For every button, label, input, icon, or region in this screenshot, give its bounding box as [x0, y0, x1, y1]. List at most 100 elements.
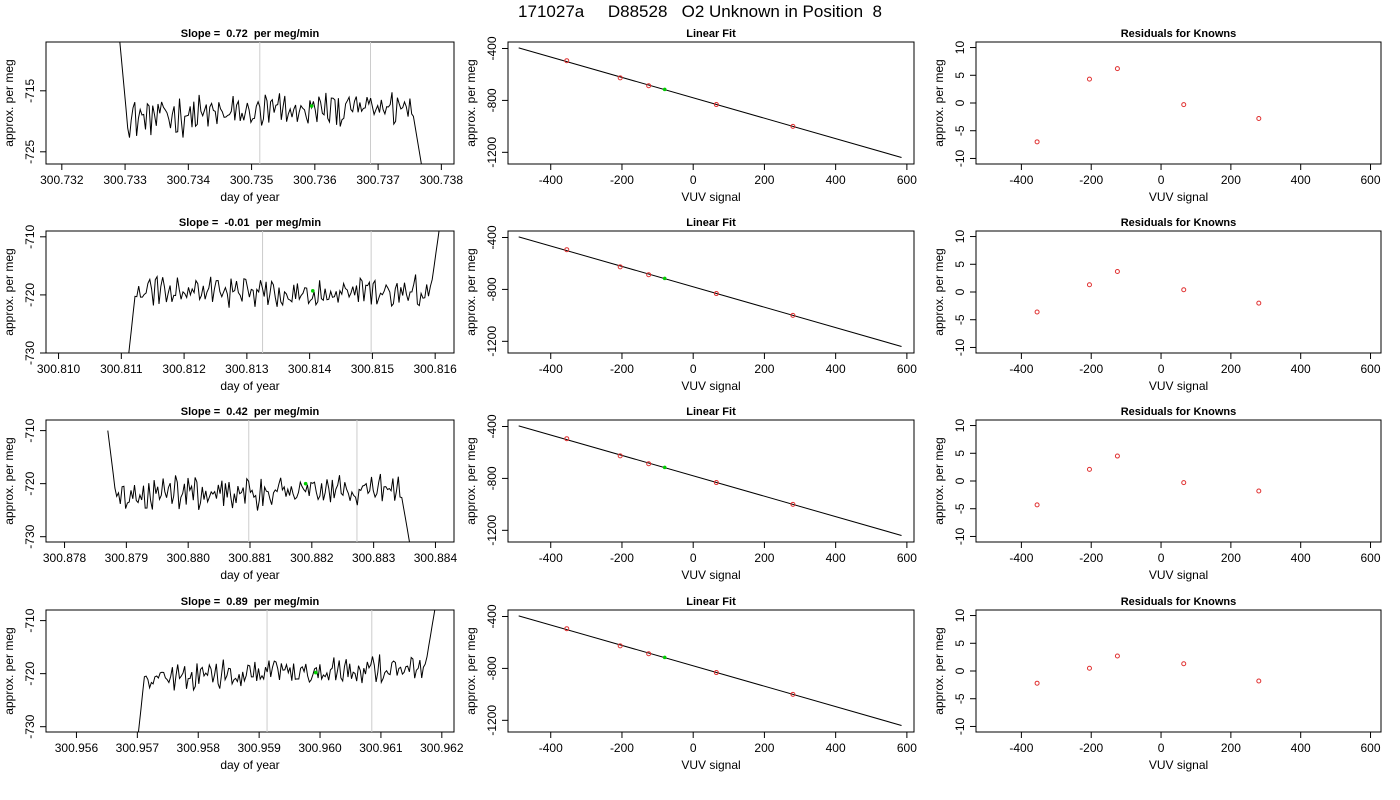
data-layer — [128, 231, 440, 353]
x-axis-label: day of year — [220, 190, 279, 204]
y-axis-label: approx. per meg — [932, 627, 946, 714]
y-axis-label: approx. per meg — [2, 627, 16, 714]
residual-point — [1114, 653, 1120, 659]
residual-point — [1086, 665, 1092, 671]
x-tick-label: 200 — [1221, 173, 1241, 187]
x-tick-label: 300.878 — [43, 551, 87, 565]
fit-line — [518, 615, 902, 726]
y-tick-label: 5 — [953, 261, 967, 268]
y-tick-label: -400 — [485, 36, 499, 60]
panel-title: Linear Fit — [686, 28, 736, 40]
y-tick-label: -5 — [953, 314, 967, 325]
x-axis-label: day of year — [220, 568, 279, 582]
y-tick-label: -10 — [953, 717, 967, 735]
known-standard-point — [646, 83, 652, 89]
x-tick-label: -400 — [539, 551, 563, 565]
y-axis-label: approx. per meg — [2, 248, 16, 335]
y-tick-label: -5 — [953, 503, 967, 514]
position-description: O2 Unknown in Position 8 — [681, 2, 882, 21]
x-tick-label: 300.810 — [37, 362, 81, 376]
known-standard-point — [617, 75, 623, 81]
plot-frame — [45, 230, 455, 354]
x-tick-label: 300.815 — [351, 362, 395, 376]
panel-title: Residuals for Knowns — [1121, 217, 1237, 229]
slope-value: 0.72 — [223, 28, 247, 40]
panel-title: Residuals for Knowns — [1121, 28, 1237, 40]
y-axis-label: approx. per meg — [2, 59, 16, 146]
x-tick-label: 0 — [1158, 741, 1165, 755]
x-tick-label: 200 — [1221, 362, 1241, 376]
fit-panel-row4: -400 -200 0 200 400 600 -400 -800 -1200 VUV signa… — [464, 596, 917, 772]
y-tick-label: -800 — [485, 466, 499, 490]
x-tick-label: 300.883 — [352, 551, 396, 565]
panel-title: Slope = 0.89 per meg/min — [181, 596, 320, 608]
unknown-sample-point — [303, 481, 308, 486]
known-standard-point — [617, 453, 623, 459]
x-tick-label: 300.737 — [356, 173, 400, 187]
timeseries-trace — [128, 231, 440, 353]
known-standard-point — [564, 247, 570, 253]
x-tick-label: 200 — [754, 362, 774, 376]
data-layer — [119, 42, 422, 164]
panel-title: Linear Fit — [686, 217, 736, 229]
x-tick-label: 300.736 — [293, 173, 337, 187]
x-tick-label: 600 — [1361, 173, 1381, 187]
residual-point — [1114, 66, 1120, 72]
slope-value: 0.42 — [223, 406, 247, 418]
y-axis-label: approx. per meg — [932, 248, 946, 335]
x-tick-label: 0 — [690, 551, 697, 565]
timeseries-panel-row2: 300.810 300.811 300.812 300.813 300.814 300.8… — [2, 217, 457, 393]
data-layer — [1034, 268, 1262, 315]
data-layer — [1034, 653, 1262, 686]
known-standard-point — [713, 670, 719, 676]
known-standard-point — [646, 272, 652, 278]
x-tick-label: 200 — [754, 551, 774, 565]
timeseries-trace — [107, 430, 411, 542]
y-tick-label: -715 — [23, 78, 37, 102]
known-standard-point — [646, 651, 652, 657]
y-tick-label: 0 — [953, 99, 967, 106]
x-tick-label: -400 — [539, 362, 563, 376]
known-standard-point — [564, 58, 570, 64]
unknown-sample-point — [309, 104, 314, 108]
x-tick-label: 300.735 — [230, 173, 274, 187]
y-tick-label: -720 — [23, 283, 37, 307]
x-tick-label: 0 — [1158, 173, 1165, 187]
x-tick-label: -400 — [539, 173, 563, 187]
residual-point — [1256, 116, 1262, 122]
y-tick-label: 5 — [953, 72, 967, 79]
x-tick-label: 400 — [1291, 741, 1311, 755]
x-tick-label: 600 — [1361, 551, 1381, 565]
x-tick-label: 400 — [826, 173, 846, 187]
x-tick-label: -200 — [610, 173, 634, 187]
y-axis-label: approx. per meg — [464, 437, 478, 524]
x-tick-label: 300.956 — [55, 741, 99, 755]
slope-units: per meg/min — [250, 217, 322, 229]
panel-title: Slope = -0.01 per meg/min — [179, 217, 321, 229]
x-tick-label: 0 — [1158, 551, 1165, 565]
x-tick-label: 600 — [897, 173, 917, 187]
x-tick-label: 400 — [1291, 173, 1311, 187]
x-tick-label: -200 — [610, 551, 634, 565]
y-axis-label: approx. per meg — [932, 437, 946, 524]
fit-line — [518, 47, 902, 158]
known-standard-point — [790, 123, 796, 129]
x-tick-label: 0 — [1158, 362, 1165, 376]
x-axis-label: VUV signal — [1149, 379, 1208, 393]
slope-value: 0.89 — [223, 596, 247, 608]
x-tick-label: -200 — [610, 741, 634, 755]
x-tick-label: 300.812 — [162, 362, 206, 376]
figure-title: 171027a D88528 O2 Unknown in Position 8 — [0, 2, 1400, 26]
slope-label: Slope = — [181, 406, 224, 418]
known-standard-point — [790, 312, 796, 318]
x-tick-label: 300.881 — [228, 551, 272, 565]
fit-line — [518, 425, 902, 536]
known-standard-point — [646, 461, 652, 467]
x-tick-label: 200 — [754, 173, 774, 187]
x-axis-label: VUV signal — [1149, 190, 1208, 204]
known-standard-point — [790, 501, 796, 507]
data-layer — [518, 47, 902, 158]
unknown-sample-point — [662, 655, 667, 660]
data-layer — [518, 236, 902, 347]
timeseries-trace — [137, 610, 436, 732]
